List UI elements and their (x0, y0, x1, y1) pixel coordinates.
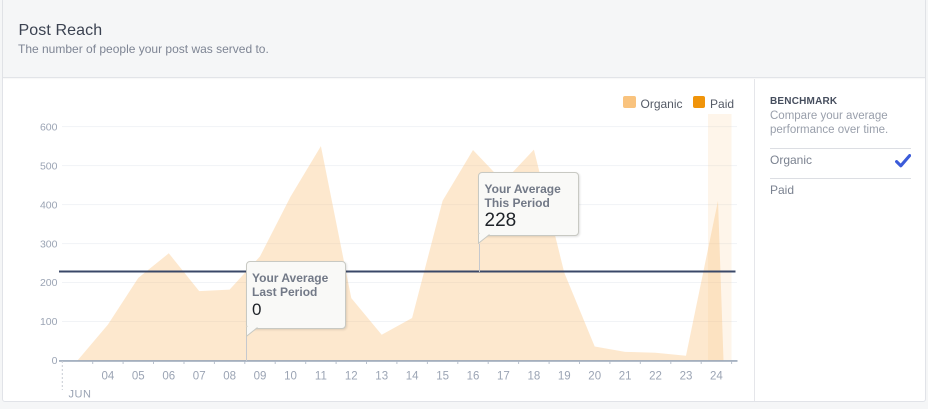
svg-text:24: 24 (710, 371, 723, 383)
svg-text:07: 07 (193, 371, 206, 383)
svg-text:600: 600 (40, 121, 58, 133)
svg-text:19: 19 (558, 371, 571, 383)
svg-text:22: 22 (649, 371, 662, 383)
svg-text:12: 12 (345, 371, 358, 383)
svg-text:18: 18 (528, 371, 541, 383)
svg-text:05: 05 (132, 371, 145, 383)
svg-text:10: 10 (284, 371, 297, 383)
svg-text:14: 14 (406, 371, 419, 383)
svg-text:15: 15 (436, 371, 449, 383)
svg-text:200: 200 (40, 277, 58, 289)
svg-text:11: 11 (315, 371, 327, 383)
svg-text:17: 17 (497, 371, 510, 383)
svg-text:300: 300 (40, 238, 58, 250)
svg-text:09: 09 (254, 371, 267, 383)
svg-text:100: 100 (40, 316, 58, 328)
svg-text:08: 08 (223, 371, 236, 383)
svg-text:13: 13 (375, 371, 388, 383)
svg-text:JUN: JUN (69, 389, 92, 401)
svg-text:16: 16 (467, 371, 480, 383)
svg-text:06: 06 (162, 371, 175, 383)
svg-text:20: 20 (588, 371, 601, 383)
svg-text:23: 23 (680, 371, 693, 383)
svg-text:0: 0 (52, 355, 58, 367)
svg-text:400: 400 (40, 199, 58, 211)
svg-text:04: 04 (102, 371, 115, 383)
svg-text:21: 21 (619, 371, 632, 383)
svg-text:500: 500 (40, 160, 58, 172)
